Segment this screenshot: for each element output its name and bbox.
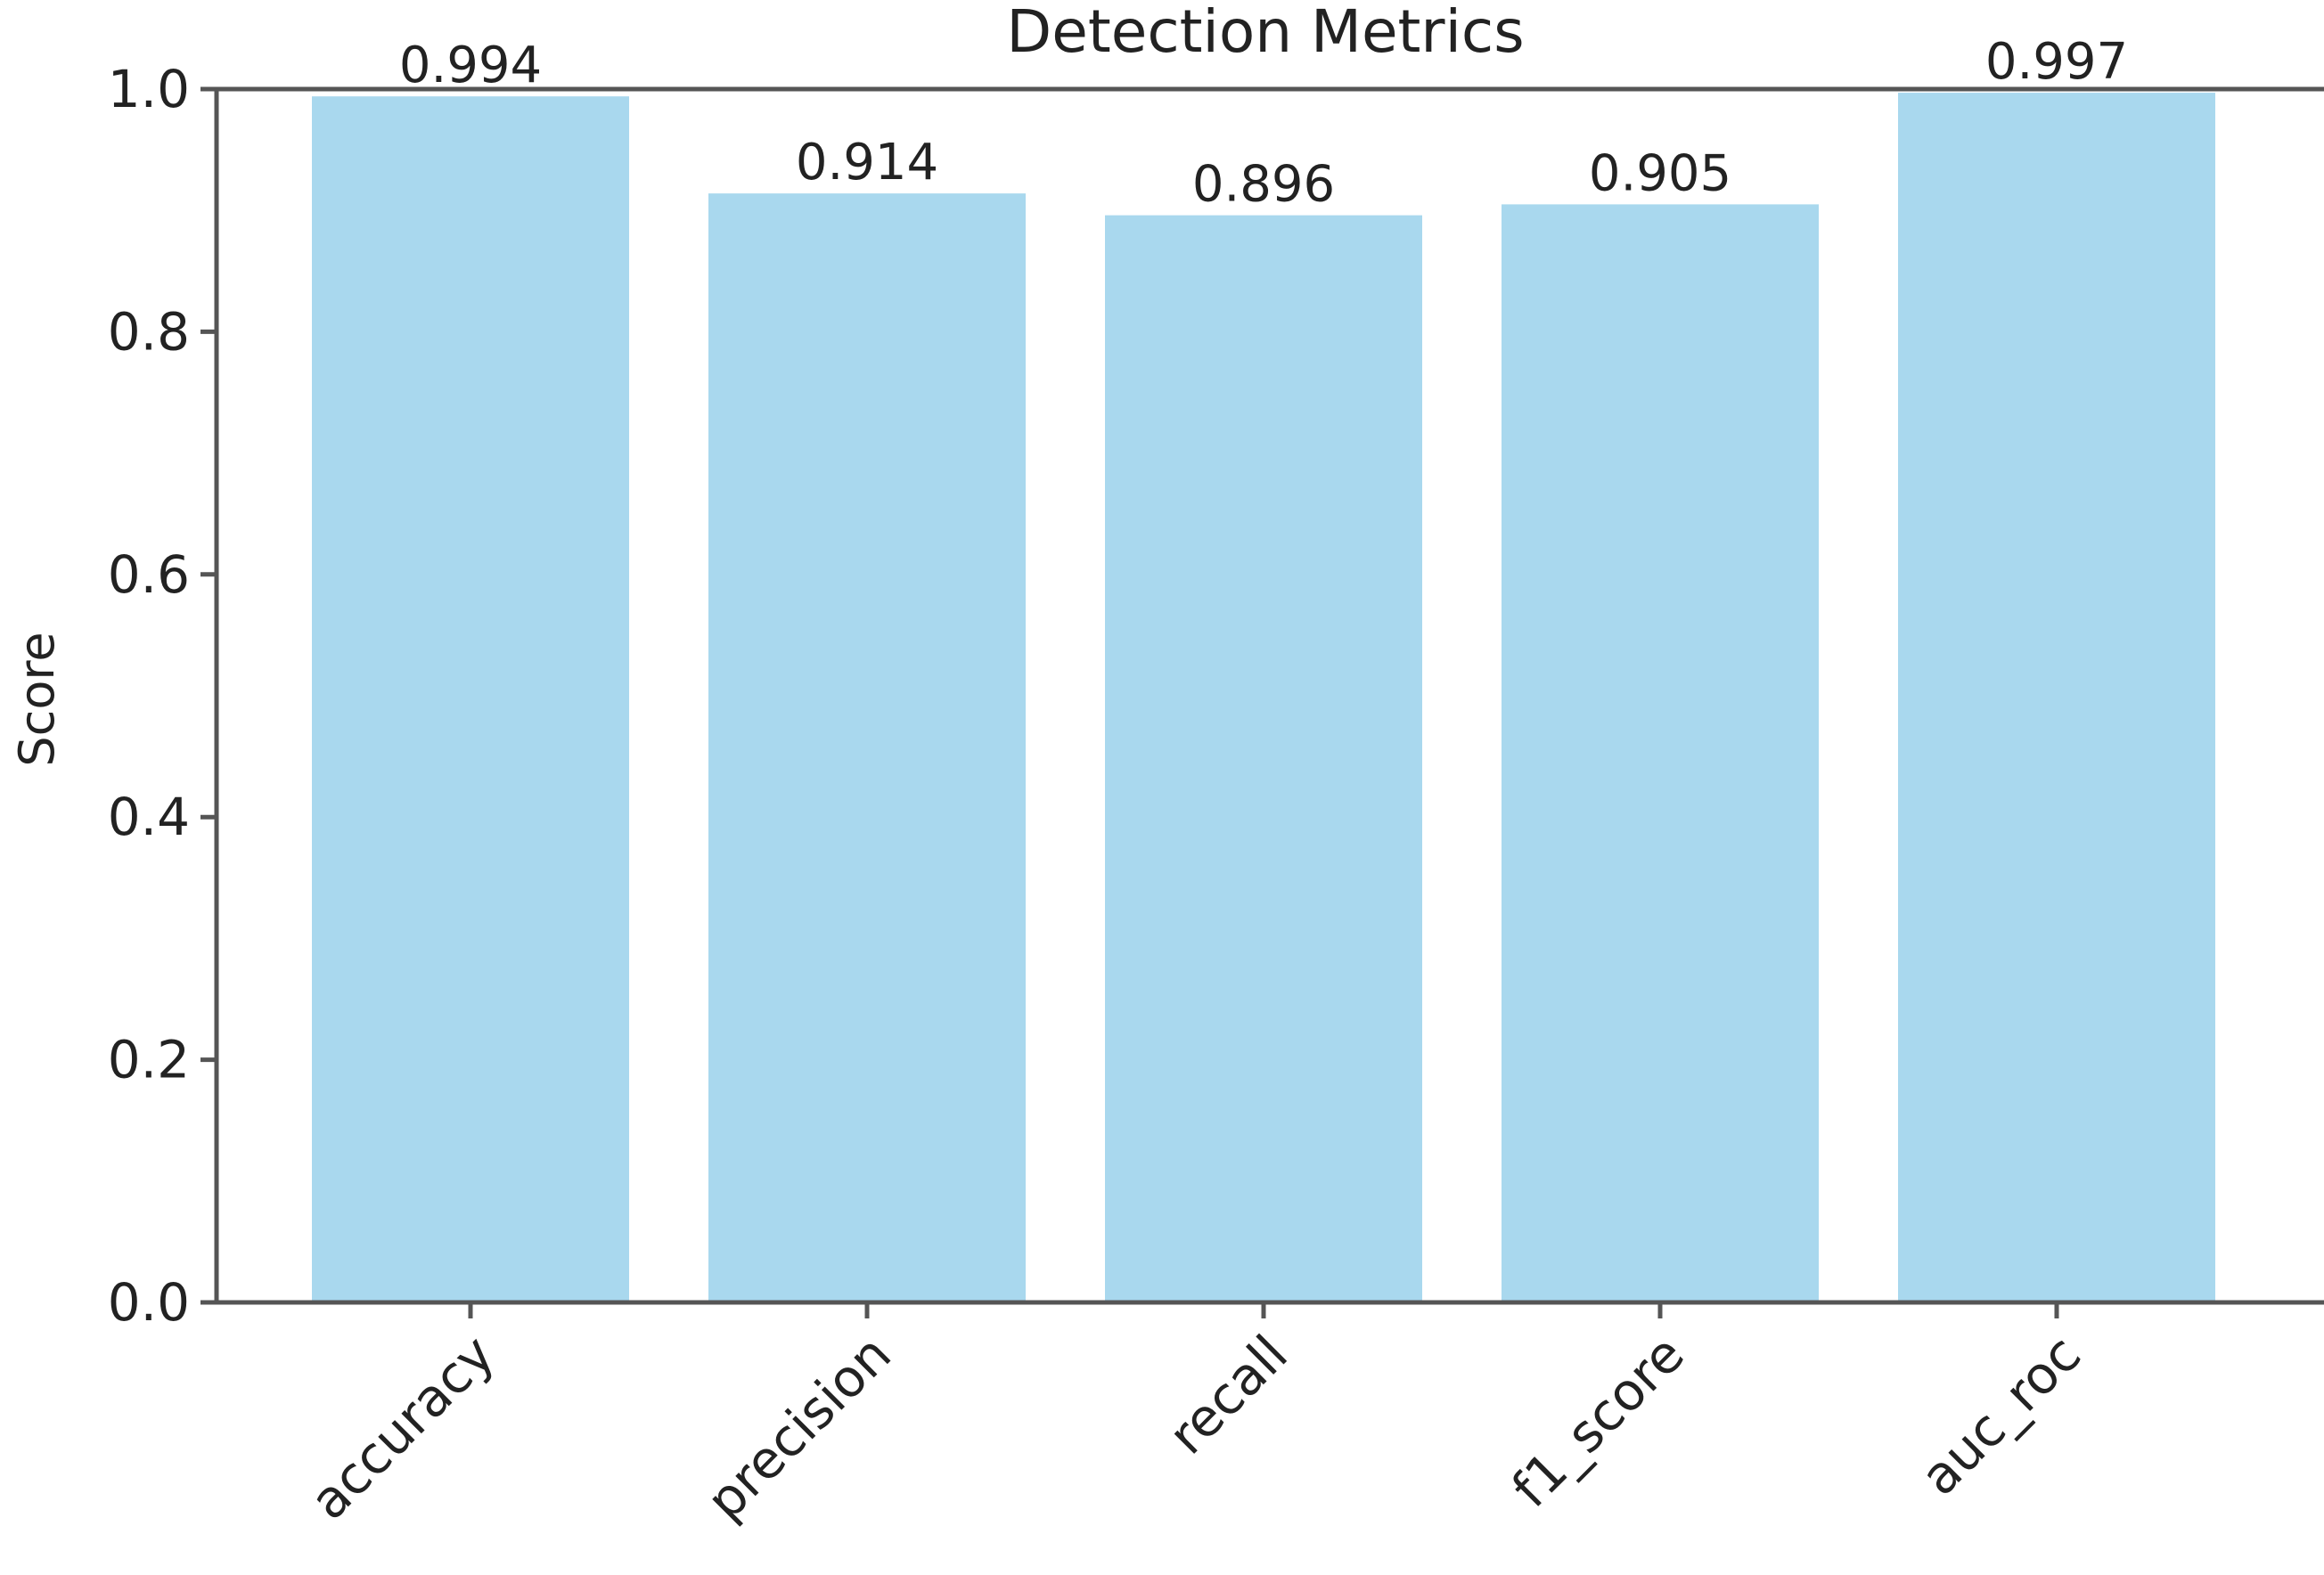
y-tick-label-0.0: 0.0 — [108, 1272, 190, 1333]
bar-value-label-auc_roc: 0.997 — [1985, 33, 2128, 91]
bar-accuracy — [312, 96, 629, 1302]
y-axis-label: Score — [9, 632, 65, 766]
bars-group — [312, 93, 2215, 1303]
value-labels-group: 0.994 0.914 0.896 0.905 0.997 — [399, 33, 2128, 214]
x-tick-label-f1_score: f1_score — [1501, 1324, 1696, 1519]
y-tick-label-0.2: 0.2 — [108, 1030, 190, 1090]
y-tick-label-1.0: 1.0 — [108, 59, 190, 119]
y-tick-label-0.8: 0.8 — [108, 301, 190, 362]
x-tick-label-precision: precision — [695, 1324, 903, 1531]
plot-frame — [214, 86, 2324, 1305]
bar-recall — [1105, 215, 1422, 1303]
x-tick-label-accuracy: accuracy — [299, 1324, 506, 1531]
x-axis: accuracy precision recall f1_score auc_roc — [299, 1302, 2092, 1531]
bar-auc_roc — [1898, 93, 2215, 1303]
bar-value-label-f1_score: 0.905 — [1589, 144, 1731, 202]
bar-value-label-precision: 0.914 — [796, 134, 938, 192]
x-tick-label-recall: recall — [1157, 1324, 1299, 1466]
bar-precision — [708, 193, 1026, 1303]
chart-title: Detection Metrics — [1006, 0, 1524, 66]
y-axis: 0.0 0.2 0.4 0.6 0.8 1.0 — [108, 59, 217, 1333]
bar-value-label-recall: 0.896 — [1192, 156, 1335, 214]
bar-value-label-accuracy: 0.994 — [399, 37, 542, 94]
y-tick-label-0.6: 0.6 — [108, 544, 190, 605]
bar-f1_score — [1502, 204, 1819, 1302]
x-tick-label-auc_roc: auc_roc — [1909, 1324, 2092, 1507]
y-tick-label-0.4: 0.4 — [108, 787, 190, 847]
